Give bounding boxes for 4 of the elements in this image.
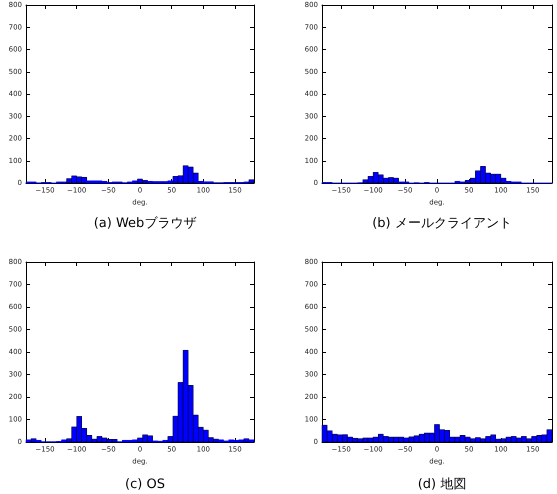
text: (d) 地図 (418, 477, 466, 492)
text: (c) OS (125, 477, 165, 492)
text: (a) Webブラウザ (94, 216, 196, 231)
text: (b) メールクライアント (372, 216, 512, 231)
